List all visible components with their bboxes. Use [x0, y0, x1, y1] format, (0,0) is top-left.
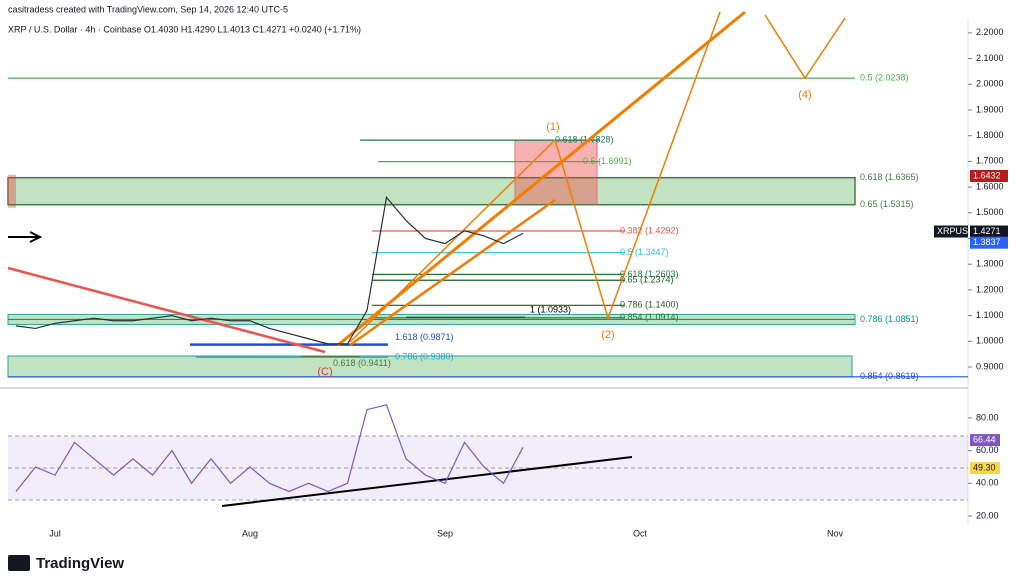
fib-label: 0.618 (1.7828): [555, 134, 614, 144]
price-line: [15, 404, 524, 493]
x-tick-label: Nov: [827, 528, 844, 538]
y-tick-label: 1.6000: [976, 181, 1004, 191]
rsi-last: [970, 434, 1000, 447]
fib-label: 0.65 (1.2374): [620, 275, 674, 285]
cursor-arrow: [8, 231, 43, 243]
y-tick-label: 1.3000: [976, 259, 1004, 269]
fib-label: 0.618 (1.6365): [860, 172, 919, 182]
trendline: [7, 266, 326, 354]
y-tick-label: 2.0000: [976, 79, 1004, 89]
wave-label: (4): [798, 89, 811, 101]
y-tick-label: 1.2000: [976, 284, 1004, 294]
fib-label: 0.5 (1.6991): [583, 156, 632, 166]
chart-title: XRP / U.S. Dollar · 4h · Coinbase O1.403…: [8, 24, 361, 34]
brand: TradingView: [36, 555, 124, 572]
y-tick-label: 1.5000: [976, 207, 1004, 217]
last-price-label: 1.4271: [973, 226, 1001, 236]
y-tick-label: 60.00: [976, 445, 999, 455]
x-tick-label: Oct: [633, 528, 648, 538]
x-tick-label: Aug: [242, 528, 258, 538]
fib-label: 0.618 (1.2603): [620, 269, 679, 279]
symbol-tag-label: XRPUSD: [937, 226, 975, 236]
symbol-tag: [934, 225, 968, 238]
x-tick-label: Sep: [437, 528, 453, 538]
y-tick-label: 1.7000: [976, 156, 1004, 166]
logo-mark: [8, 555, 30, 571]
fib-label: 1 (1.0933): [530, 305, 571, 315]
zone: [7, 176, 856, 206]
y-tick-label: 20.00: [976, 510, 999, 520]
price-line: [15, 195, 524, 345]
wave-label: (1): [546, 121, 559, 133]
rsi-last-label: 66.44: [973, 434, 996, 444]
last-price: [970, 225, 1008, 238]
y-tick-label: 1.8000: [976, 130, 1004, 140]
y-tick-label: 2.2000: [976, 27, 1004, 37]
fib-label: 0.5 (2.0238): [860, 73, 909, 83]
y-tick-label: 2.1000: [976, 53, 1004, 63]
fib-label: 0.618 (0.9411): [333, 358, 391, 368]
x-tick-label: Jul: [49, 528, 61, 538]
projection: [764, 14, 846, 80]
wave-label: (C): [317, 366, 332, 378]
fib-label: 0.382 (1.4292): [620, 225, 679, 235]
fib-label: 0.854 (0.8619): [860, 371, 919, 381]
projection: [349, 11, 721, 343]
y-tick-label: 80.00: [976, 412, 999, 422]
rsi-ma: [970, 462, 1000, 475]
fib-label: 1.618 (0.9871): [395, 332, 454, 342]
zone: [8, 174, 16, 208]
channel-line: [349, 198, 556, 347]
fib-label: 0.786 (1.0851): [860, 314, 919, 324]
rsi-ma-label: 49.30: [973, 462, 996, 472]
target-box: [514, 139, 598, 206]
credit: casitradess created with TradingView.com…: [8, 4, 288, 14]
ma-price: [970, 236, 1008, 249]
fib-label: 0.65 (1.5315): [860, 199, 914, 209]
alert-price-label: 1.6432: [973, 170, 1001, 180]
fib-label: 0.786 (1.1400): [620, 300, 679, 310]
rsi-trendline: [221, 456, 633, 507]
fib-label: 0.786 (0.9380): [395, 352, 454, 362]
fib-label: 0.5 (1.3447): [620, 247, 669, 257]
ma-price-label: 1.3837: [973, 237, 1001, 247]
y-tick-label: 1.9000: [976, 104, 1004, 114]
y-tick-label: 1.0000: [976, 336, 1004, 346]
fib-label: 0.854 (1.0914): [620, 312, 679, 322]
y-tick-label: 0.9000: [976, 361, 1004, 371]
alert-price: [970, 169, 1008, 182]
y-tick-label: 1.1000: [976, 310, 1004, 320]
wave-label: (2): [601, 329, 614, 341]
channel-line: [337, 10, 746, 347]
y-tick-label: 40.00: [976, 478, 999, 488]
